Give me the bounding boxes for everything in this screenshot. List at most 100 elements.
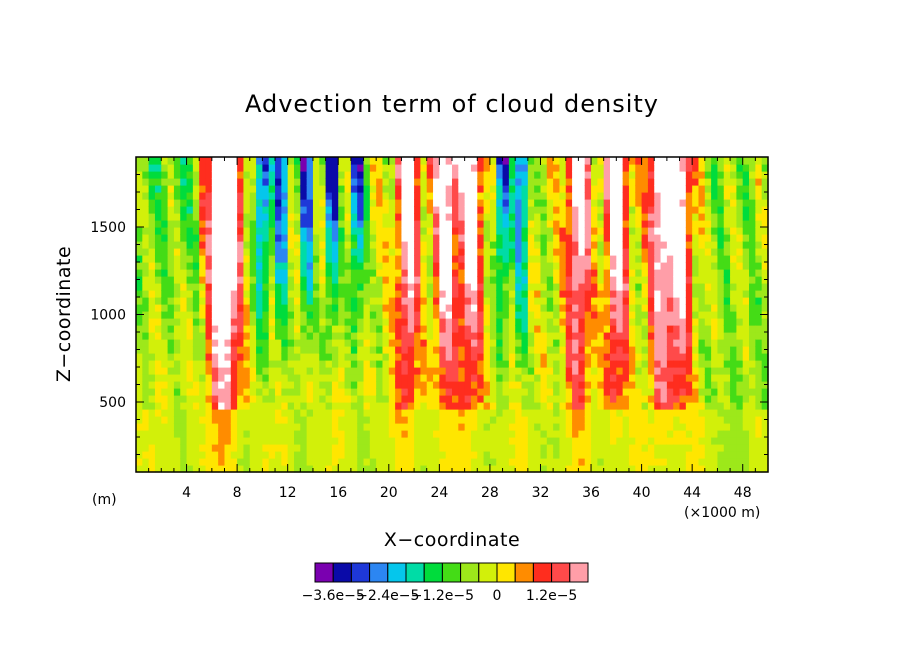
heatmap-cell (256, 206, 263, 214)
heatmap-cell (407, 318, 415, 326)
heatmap-cell (426, 416, 434, 424)
heatmap-cell (477, 213, 485, 221)
heatmap-cell (515, 157, 523, 165)
heatmap-cell (527, 248, 535, 256)
heatmap-cell (338, 199, 346, 207)
heatmap-cell (199, 262, 207, 270)
heatmap-cell (477, 290, 485, 298)
heatmap-cell (294, 325, 301, 333)
heatmap-cell (559, 346, 567, 354)
heatmap-cell (136, 227, 143, 235)
heatmap-cell (565, 367, 573, 375)
heatmap-cell (477, 409, 485, 417)
heatmap-cell (407, 185, 415, 193)
heatmap-cell (186, 332, 194, 340)
heatmap-cell (173, 353, 181, 361)
heatmap-cell (331, 458, 339, 466)
heatmap-cell (211, 171, 219, 179)
heatmap-cell (344, 423, 352, 431)
heatmap-cell (420, 157, 428, 165)
heatmap-cell (218, 206, 226, 214)
heatmap-cell (597, 374, 605, 382)
heatmap-cell (692, 325, 700, 333)
heatmap-cell (294, 164, 301, 172)
heatmap-cell (275, 269, 282, 277)
heatmap-cell (508, 255, 516, 263)
heatmap-cell (742, 227, 750, 235)
heatmap-cell (559, 199, 567, 207)
heatmap-cell (540, 444, 548, 452)
heatmap-cell (755, 311, 763, 319)
heatmap-cell (325, 276, 333, 284)
heatmap-cell (698, 430, 706, 438)
heatmap-cell (281, 430, 289, 438)
heatmap-cell (578, 402, 586, 410)
heatmap-cell (186, 311, 194, 319)
heatmap-cell (698, 283, 706, 291)
heatmap-cell (312, 437, 320, 445)
heatmap-cell (186, 178, 194, 186)
heatmap-cell (610, 185, 617, 193)
heatmap-cell (388, 241, 396, 249)
heatmap-cell (534, 227, 542, 235)
heatmap-cell (243, 220, 251, 228)
heatmap-cell (192, 164, 200, 172)
heatmap-cell (325, 367, 333, 375)
heatmap-cell (325, 248, 333, 256)
heatmap-cell (357, 451, 365, 459)
heatmap-cell (243, 262, 251, 270)
heatmap-cell (521, 248, 529, 256)
heatmap-cell (331, 381, 339, 389)
heatmap-cell (167, 430, 175, 438)
heatmap-cell (275, 164, 282, 172)
heatmap-cell (388, 423, 396, 431)
heatmap-cell (749, 262, 756, 270)
heatmap-cell (711, 444, 719, 452)
heatmap-cell (350, 346, 358, 354)
heatmap-cell (275, 381, 282, 389)
heatmap-cell (559, 374, 567, 382)
heatmap-cell (357, 241, 365, 249)
heatmap-cell (180, 213, 188, 221)
heatmap-cell (275, 409, 282, 417)
heatmap-cell (136, 283, 143, 291)
heatmap-cell (382, 353, 390, 361)
heatmap-cell (173, 381, 181, 389)
heatmap-cell (433, 353, 440, 361)
heatmap-cell (407, 325, 415, 333)
heatmap-cell (312, 276, 320, 284)
x-unit-left: (m) (92, 492, 117, 508)
heatmap-cell (369, 297, 377, 305)
heatmap-cell (268, 297, 276, 305)
heatmap-cell (489, 402, 497, 410)
heatmap-cell (249, 430, 257, 438)
heatmap-cell (591, 304, 598, 312)
heatmap-cell (319, 458, 327, 466)
heatmap-cell (357, 234, 365, 242)
heatmap-cell (161, 458, 169, 466)
heatmap-cell (565, 395, 573, 403)
heatmap-cell (420, 458, 428, 466)
heatmap-cell (395, 374, 403, 382)
heatmap-cell (742, 437, 750, 445)
heatmap-cell (350, 353, 358, 361)
heatmap-cell (736, 444, 744, 452)
heatmap-cell (616, 339, 624, 347)
heatmap-cell (597, 304, 605, 312)
heatmap-cell (275, 437, 282, 445)
heatmap-cell (395, 185, 403, 193)
heatmap-cell (243, 157, 251, 165)
heatmap-cell (224, 458, 232, 466)
heatmap-cell (660, 332, 668, 340)
heatmap-cell (262, 381, 270, 389)
colorbar-swatch (387, 562, 407, 583)
heatmap-cell (249, 199, 257, 207)
heatmap-cell (559, 332, 567, 340)
heatmap-cell (666, 304, 674, 312)
heatmap-cell (199, 164, 207, 172)
heatmap-cell (477, 381, 485, 389)
heatmap-cell (218, 234, 226, 242)
heatmap-cell (300, 388, 308, 396)
heatmap-cell (508, 283, 516, 291)
heatmap-cell (761, 430, 769, 438)
